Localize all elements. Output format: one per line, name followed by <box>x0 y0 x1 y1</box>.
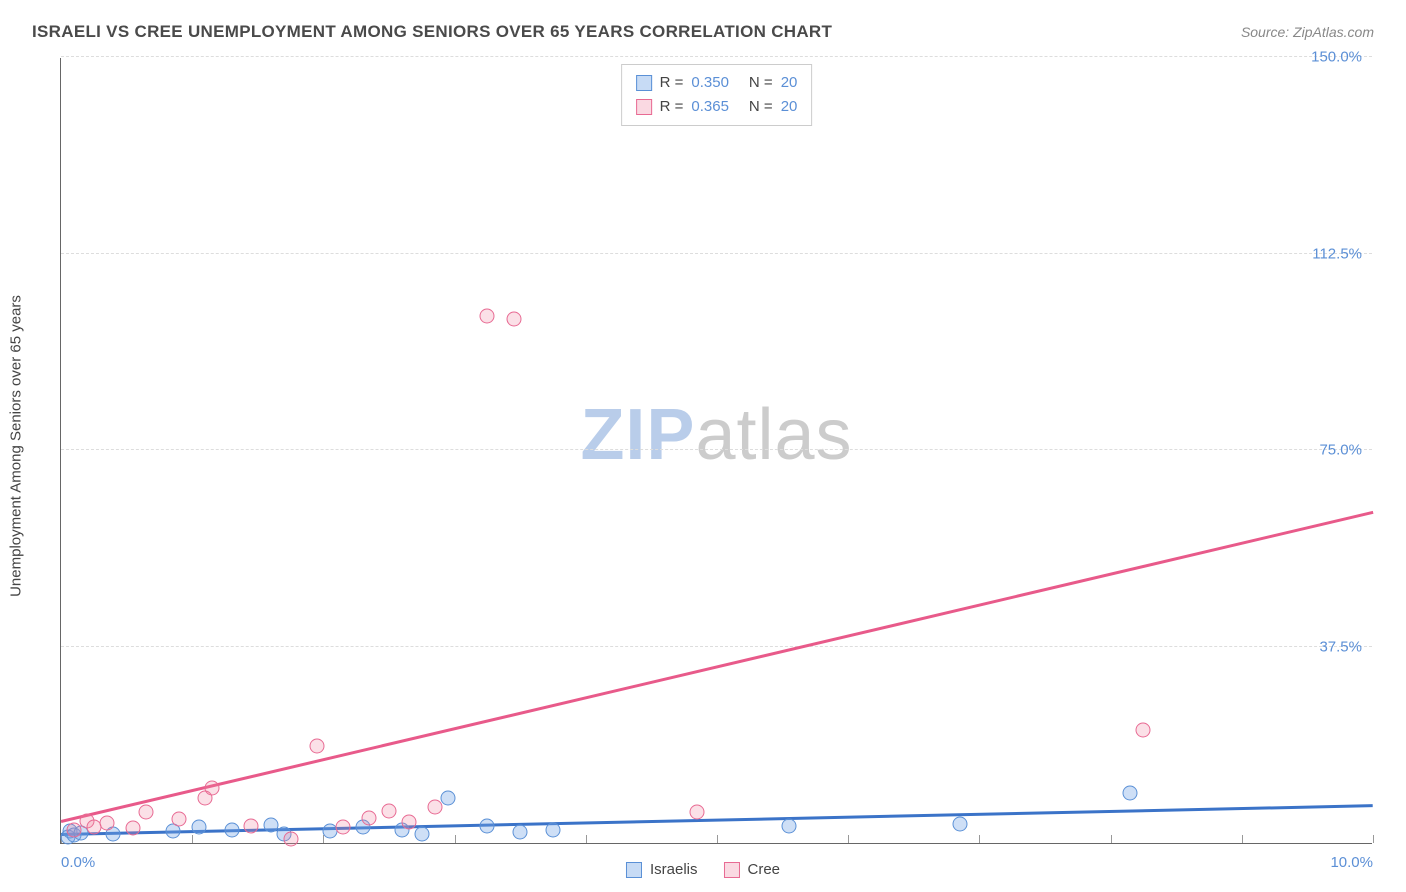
trend-line-israelis <box>61 804 1373 835</box>
data-point-cree <box>1136 723 1151 738</box>
data-point-cree <box>139 804 154 819</box>
data-point-cree <box>126 821 141 836</box>
chart-title: ISRAELI VS CREE UNEMPLOYMENT AMONG SENIO… <box>32 22 832 42</box>
data-point-israelis <box>224 822 239 837</box>
legend-item-israelis: Israelis <box>626 861 698 878</box>
y-tick-label: 150.0% <box>1311 49 1362 66</box>
y-tick-label: 37.5% <box>1319 638 1362 655</box>
legend-label: Cree <box>748 861 781 878</box>
x-tick-label: 0.0% <box>61 854 95 871</box>
chart-plot-area: ZIPatlas R = 0.350N = 20R = 0.365N = 20 … <box>60 58 1372 844</box>
data-point-cree <box>382 803 397 818</box>
watermark: ZIPatlas <box>580 394 852 476</box>
legend-label: Israelis <box>650 861 698 878</box>
data-point-cree <box>283 831 298 846</box>
x-tick-mark <box>1373 835 1374 843</box>
data-point-israelis <box>952 817 967 832</box>
x-tick-mark <box>979 835 980 843</box>
data-point-israelis <box>480 818 495 833</box>
legend-swatch-cree <box>724 862 740 878</box>
data-point-cree <box>172 812 187 827</box>
gridline-horizontal <box>61 449 1372 450</box>
data-point-cree <box>67 822 82 837</box>
data-point-israelis <box>546 823 561 838</box>
gridline-horizontal <box>61 646 1372 647</box>
data-point-cree <box>204 780 219 795</box>
x-tick-mark <box>192 835 193 843</box>
legend-swatch-cree <box>636 99 652 115</box>
legend-row-israelis: R = 0.350N = 20 <box>636 71 798 95</box>
series-legend: Israelis Cree <box>626 861 780 878</box>
y-axis-label: Unemployment Among Seniors over 65 years <box>8 295 25 597</box>
y-tick-label: 112.5% <box>1312 245 1362 262</box>
gridline-horizontal <box>61 56 1372 57</box>
x-tick-mark <box>717 835 718 843</box>
data-point-israelis <box>441 791 456 806</box>
legend-item-cree: Cree <box>724 861 781 878</box>
x-tick-mark <box>1111 835 1112 843</box>
data-point-cree <box>336 820 351 835</box>
data-point-cree <box>99 816 114 831</box>
x-tick-mark <box>1242 835 1243 843</box>
x-tick-mark <box>586 835 587 843</box>
correlation-legend: R = 0.350N = 20R = 0.365N = 20 <box>621 64 813 126</box>
legend-row-cree: R = 0.365N = 20 <box>636 95 798 119</box>
watermark-atlas: atlas <box>695 395 852 475</box>
x-tick-label: 10.0% <box>1330 854 1373 871</box>
gridline-horizontal <box>61 253 1372 254</box>
data-point-cree <box>427 800 442 815</box>
data-point-israelis <box>513 825 528 840</box>
data-point-israelis <box>782 819 797 834</box>
data-point-israelis <box>414 827 429 842</box>
data-point-israelis <box>1123 786 1138 801</box>
data-point-cree <box>362 810 377 825</box>
data-point-cree <box>506 312 521 327</box>
data-point-cree <box>401 815 416 830</box>
trend-line-cree <box>61 510 1374 822</box>
x-tick-mark <box>848 835 849 843</box>
watermark-zip: ZIP <box>580 395 695 475</box>
data-point-cree <box>244 819 259 834</box>
data-point-cree <box>309 739 324 754</box>
legend-swatch-israelis <box>626 862 642 878</box>
data-point-cree <box>690 804 705 819</box>
x-tick-mark <box>455 835 456 843</box>
source-attribution: Source: ZipAtlas.com <box>1241 24 1374 40</box>
y-tick-label: 75.0% <box>1319 442 1362 459</box>
legend-swatch-israelis <box>636 75 652 91</box>
data-point-israelis <box>191 820 206 835</box>
data-point-cree <box>480 309 495 324</box>
